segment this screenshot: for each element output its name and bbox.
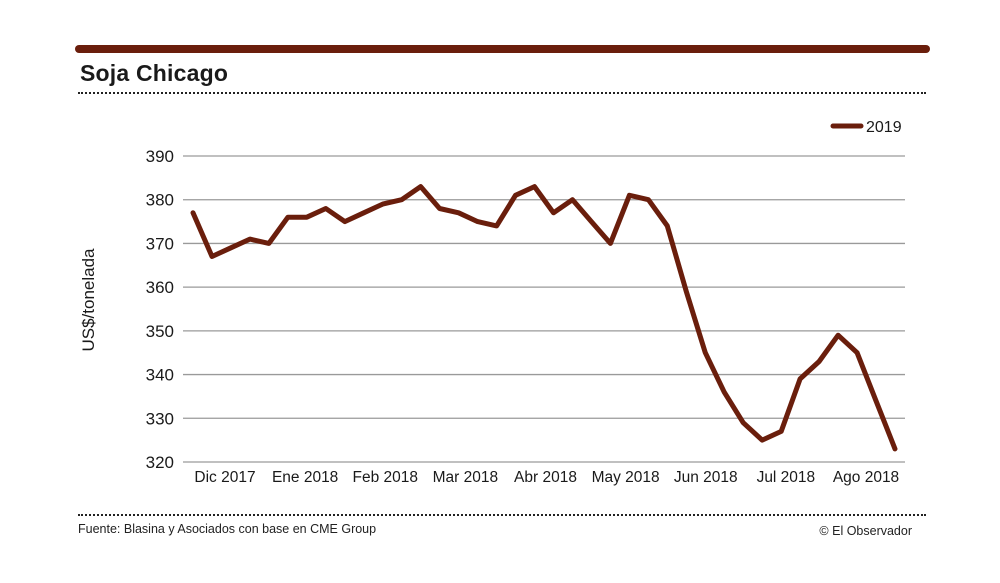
header-accent-bar <box>75 45 930 53</box>
y-tick-label: 350 <box>146 322 174 341</box>
x-tick-label: Jun 2018 <box>674 469 738 486</box>
x-tick-label: Ene 2018 <box>272 469 338 486</box>
credit-note: © El Observador <box>819 524 912 538</box>
title-divider <box>78 92 926 94</box>
footer-divider <box>78 514 926 516</box>
x-tick-label: Feb 2018 <box>353 469 419 486</box>
x-tick-label: Abr 2018 <box>514 469 577 486</box>
y-tick-label: 360 <box>146 278 174 297</box>
y-tick-label: 320 <box>146 453 174 472</box>
legend-label: 2019 <box>866 119 902 136</box>
y-tick-label: 330 <box>146 409 174 428</box>
x-tick-labels: Dic 2017 Ene 2018 Feb 2018 Mar 2018 Abr 2018… <box>194 469 899 486</box>
x-tick-label: Jul 2018 <box>757 469 816 486</box>
x-tick-label: Dic 2017 <box>194 469 255 486</box>
page-title: Soja Chicago <box>80 60 229 86</box>
source-note: Fuente: Blasina y Asociados con base en … <box>78 522 377 536</box>
y-axis-label: US$/tonelada <box>79 248 98 352</box>
y-tick-labels: 320 330 340 350 360 370 380 390 <box>146 147 174 472</box>
y-tick-label: 340 <box>146 366 174 385</box>
y-tick-label: 370 <box>146 234 174 253</box>
series-line-2019 <box>190 184 898 452</box>
legend: 2019 <box>830 119 902 136</box>
x-tick-label: Ago 2018 <box>833 469 899 486</box>
series-lines <box>190 184 898 452</box>
x-tick-label: Mar 2018 <box>433 469 498 486</box>
y-tick-label: 390 <box>146 147 174 166</box>
y-tick-label: 380 <box>146 191 174 210</box>
x-tick-label: May 2018 <box>592 469 660 486</box>
